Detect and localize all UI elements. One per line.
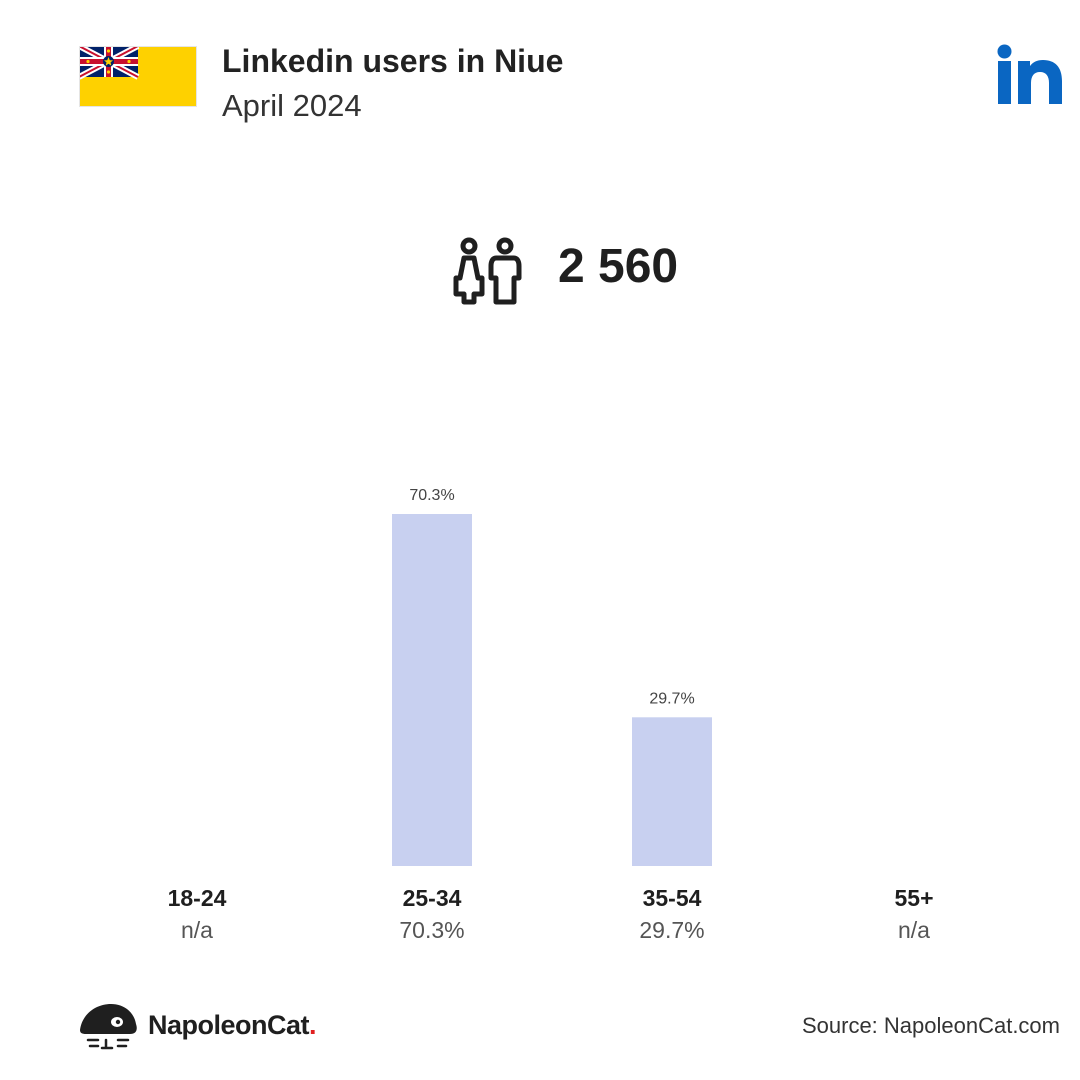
- bar-data-label: 70.3%: [409, 487, 454, 504]
- category-label: 35-54: [643, 885, 702, 911]
- category-value-label: 70.3%: [399, 917, 464, 943]
- niue-flag-icon: [79, 46, 197, 107]
- source-note: Source: NapoleonCat.com: [801, 1013, 1060, 1038]
- users-icon: [453, 237, 522, 305]
- linkedin-logo-icon: [997, 44, 1062, 104]
- napoleoncat-logo-icon: [80, 1004, 137, 1050]
- bar-25-34: [392, 514, 472, 866]
- brand-dot: .: [309, 1010, 317, 1040]
- category-label: 18-24: [168, 885, 227, 911]
- category-value-label: 29.7%: [639, 917, 704, 943]
- bar-data-label: 29.7%: [649, 690, 694, 707]
- napoleoncat-brand: NapoleonCat.: [148, 1010, 317, 1041]
- category-value-label: n/a: [898, 917, 930, 943]
- category-value-label: n/a: [181, 917, 213, 943]
- bar-35-54: [632, 717, 712, 866]
- page-subtitle: April 2024: [222, 88, 362, 123]
- total-users-value: 2 560: [558, 240, 679, 293]
- category-label: 25-34: [403, 885, 462, 911]
- page-title: Linkedin users in Niue: [222, 43, 564, 79]
- category-label: 55+: [894, 885, 933, 911]
- brand-name: NapoleonCat: [148, 1010, 310, 1040]
